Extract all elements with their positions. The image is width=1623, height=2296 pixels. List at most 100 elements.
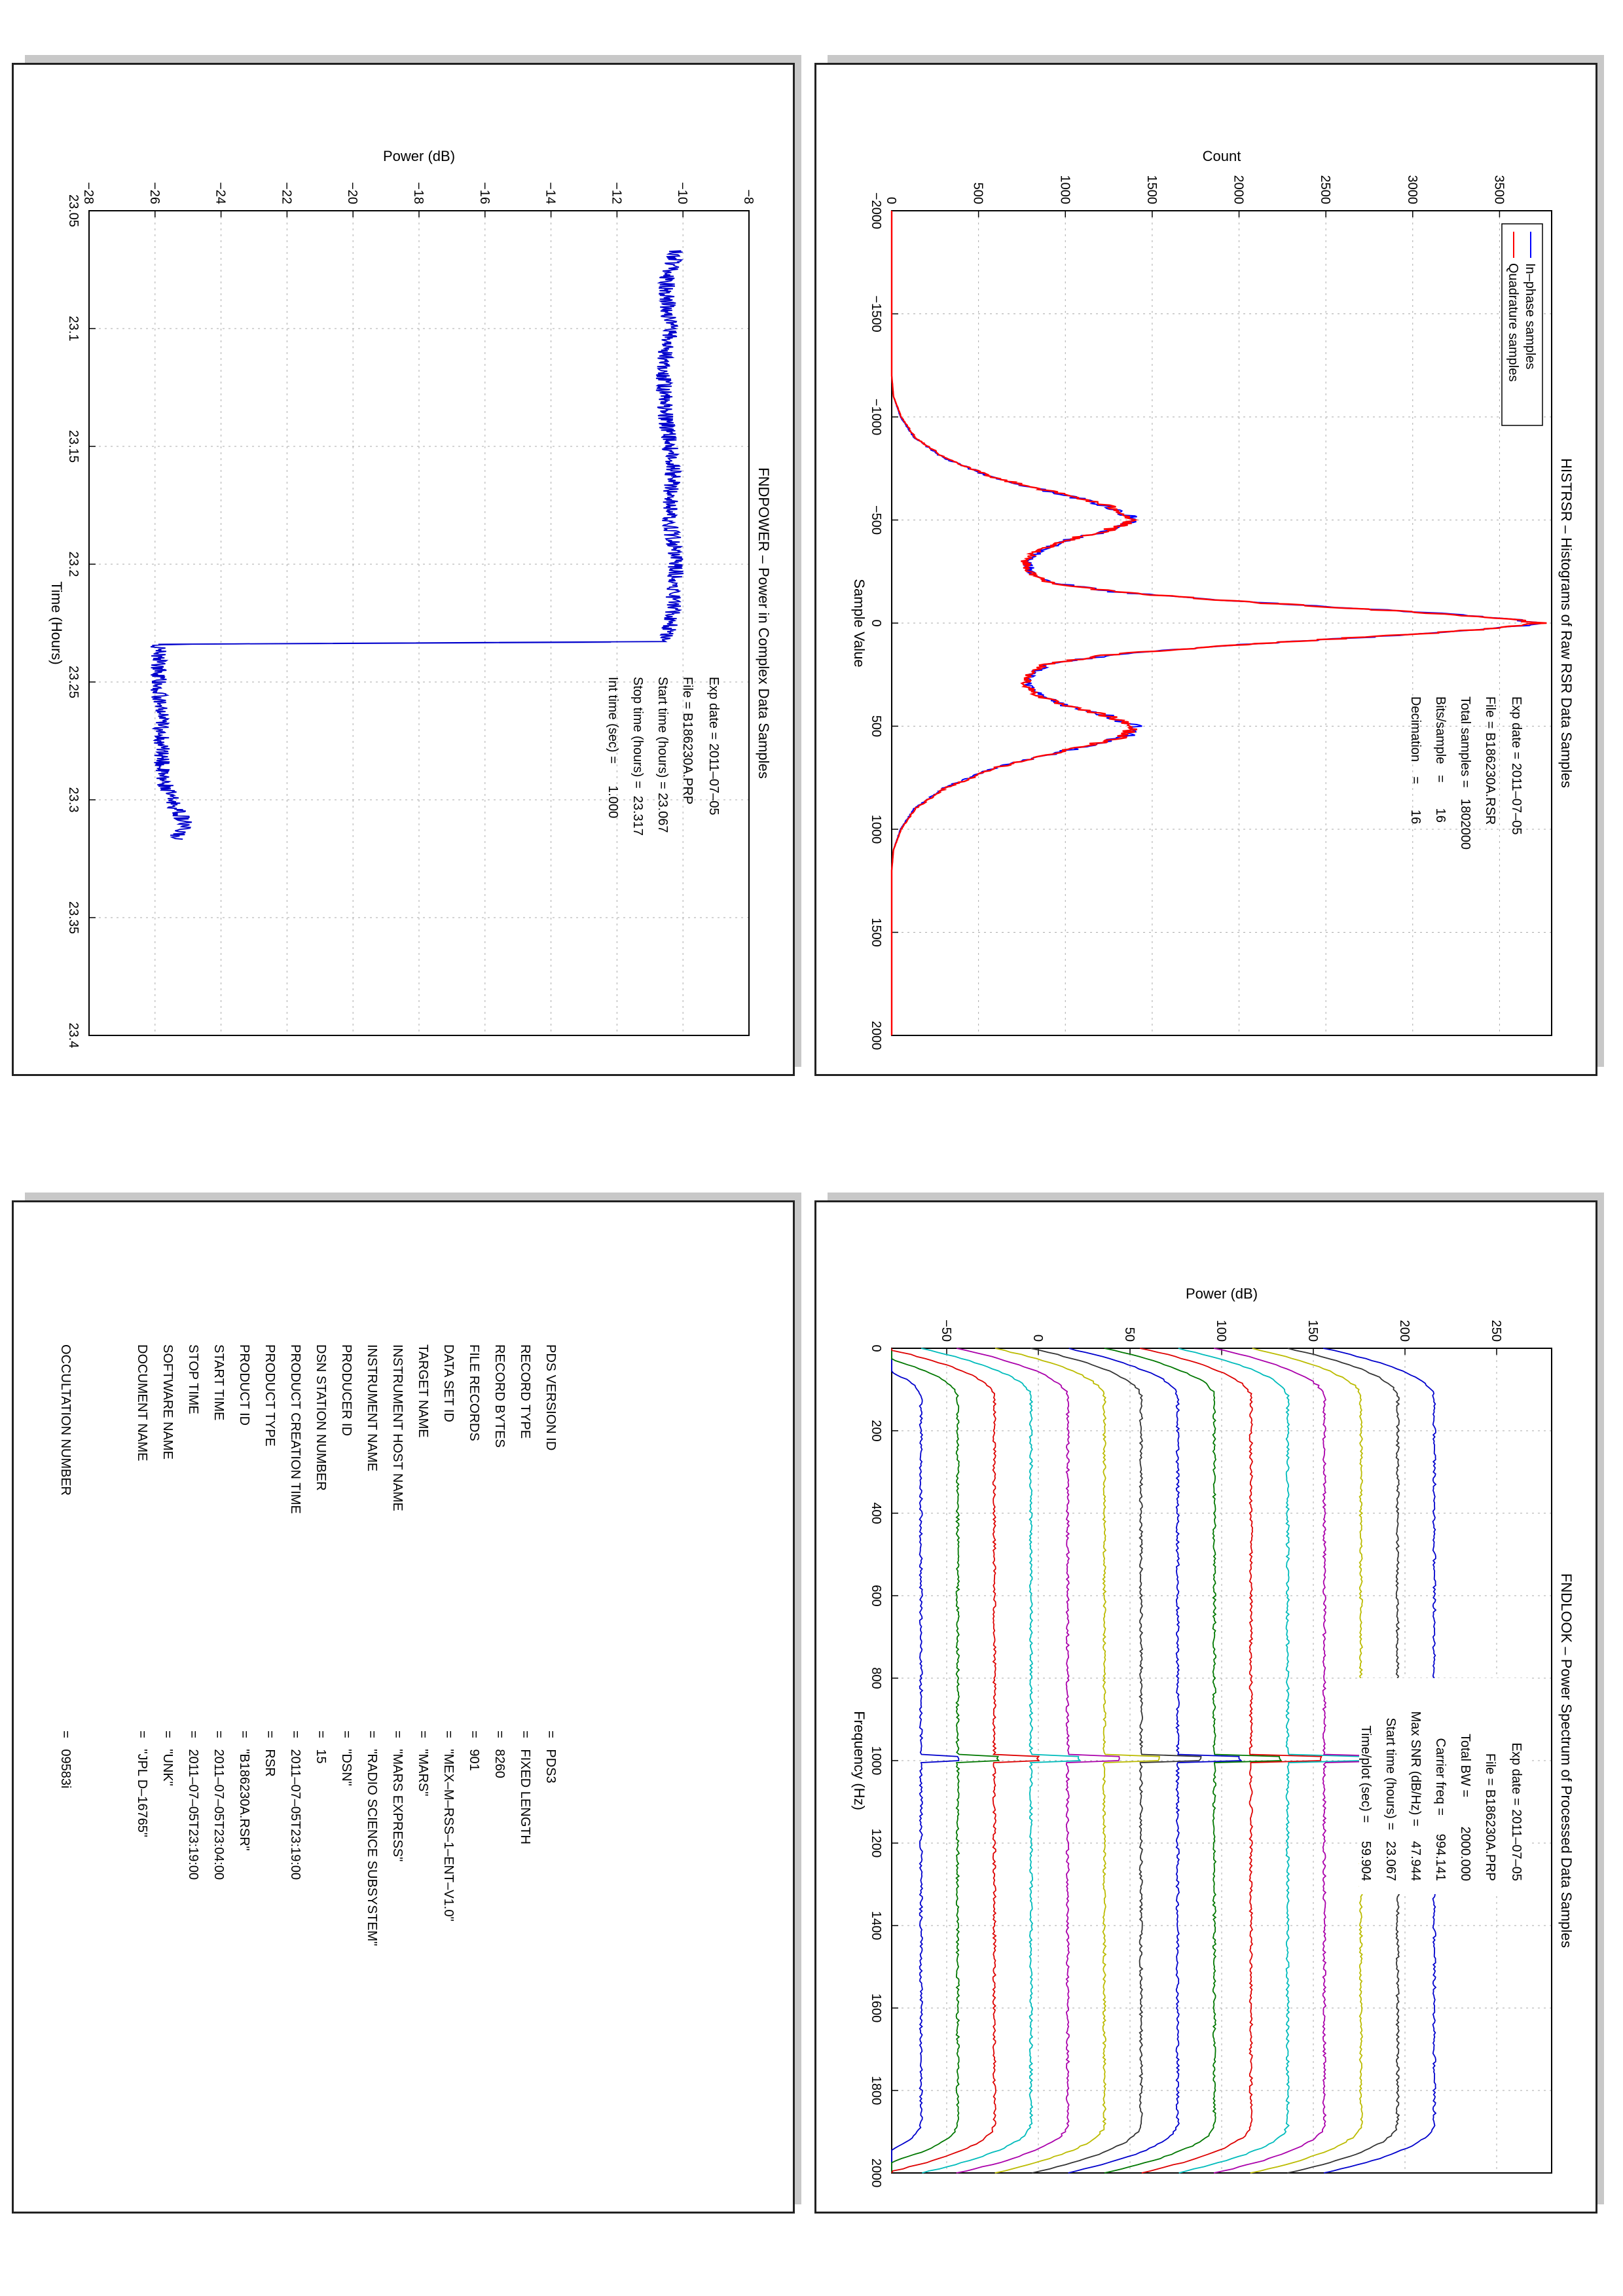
y-tick-label: 200 [1397, 1320, 1412, 1342]
metadata-value: = 2011–07–05T23:19:00 [186, 1731, 200, 1880]
info-line: Start time (hours) = 23.067 [655, 677, 670, 833]
metadata-value: = "UNK" [160, 1731, 175, 1786]
metadata-value: = FIXED LENGTH [518, 1731, 532, 1844]
metadata-panel: PDS VERSION ID = PDS3 RECORD TYPE = FIXED L… [12, 1193, 801, 2214]
histogram-chart: −2000 −1500 −1000 −500 0 500 1000 1500 2000 0 500 1… [851, 148, 1575, 1050]
spectrum-series-line [1068, 1348, 1243, 2174]
x-tick-label: 600 [869, 1585, 883, 1606]
x-tick-label: 1200 [869, 1829, 883, 1858]
spectrum-panel: 0 200 400 600 800 1000 1200 1400 1600 1800 2000 −50… [814, 1193, 1604, 2214]
metadata-value: = 8260 [492, 1731, 507, 1778]
x-tick-label: 1000 [869, 1746, 883, 1776]
y-tick-label: −14 [543, 182, 558, 204]
x-tick-label: 200 [869, 1420, 883, 1441]
power-series-line [150, 250, 684, 840]
spectrum-series-line [891, 1348, 1000, 2173]
y-tick-label: −22 [279, 182, 293, 204]
metadata-value: = "JPL D–16765" [135, 1731, 149, 1838]
spectrum-series-line [921, 1348, 1082, 2174]
y-tick-label: 1500 [1144, 175, 1159, 205]
metadata-key: PRODUCER ID [339, 1344, 354, 1437]
histogram-info: Exp date = 2011–07–05 File = B186230A.RS… [1408, 696, 1523, 850]
info-line: Stop time (hours) = 23.317 [630, 677, 645, 836]
y-tick-label: 150 [1305, 1320, 1320, 1342]
histogram-ylabel: Count [1203, 148, 1241, 164]
metadata-value: = "RADIO SCIENCE SUBSYSTEM" [365, 1731, 379, 1946]
y-tick-label: −12 [609, 182, 623, 204]
info-line: Carrier freq = 994.141 [1433, 1738, 1448, 1881]
power-panel: 23.05 23.1 23.15 23.2 23.25 23.3 23.35 23.4 −28 −… [12, 55, 801, 1076]
legend-inphase: In–phase samples [1523, 263, 1537, 369]
info-line: File = B186230A.PRP [680, 677, 695, 804]
y-tick-label: −8 [741, 189, 756, 204]
x-tick-label: −1000 [869, 399, 883, 435]
metadata-key: STOP TIME [186, 1344, 200, 1414]
metadata-key: PRODUCT CREATION TIME [288, 1344, 302, 1514]
x-tick-label: 2000 [869, 1021, 883, 1050]
metadata-key: PDS VERSION ID [543, 1344, 558, 1451]
spectrum-series-line [1030, 1348, 1202, 2174]
metadata-key: START TIME [211, 1344, 226, 1421]
x-tick-label: 23.3 [66, 787, 81, 813]
y-tick-label: −50 [939, 1319, 953, 1342]
y-tick-label: −26 [147, 182, 162, 204]
spectrum-series-line [956, 1348, 1120, 2174]
x-tick-label: 1500 [869, 918, 883, 947]
metadata-table: PDS VERSION ID = PDS3 RECORD TYPE = FIXED L… [12, 1200, 795, 2214]
y-tick-label: −20 [345, 182, 359, 204]
spectrum-series-line [1140, 1348, 1322, 2174]
spectrum-title: FNDLOOK – Power Spectrum of Processed Da… [1558, 1573, 1575, 1948]
x-tick-label: −500 [869, 505, 883, 535]
y-tick-label: −10 [675, 182, 689, 204]
spectrum-series-line [891, 1348, 1040, 2174]
histogram-title: HISTRSR – Histograms of Raw RSR Data Sam… [1558, 458, 1575, 788]
metadata-key: DOCUMENT NAME [135, 1344, 149, 1462]
y-tick-label: 1000 [1057, 175, 1072, 205]
info-line: File = B186230A.PRP [1483, 1753, 1497, 1881]
x-tick-label: 400 [869, 1502, 883, 1524]
x-tick-label: −2000 [869, 192, 883, 229]
metadata-key: INSTRUMENT NAME [365, 1344, 379, 1472]
histogram-xlabel: Sample Value [851, 579, 867, 667]
metadata-key: SOFTWARE NAME [160, 1344, 175, 1460]
spectrum-chart: 0200400600800100012001400160018002000−50… [851, 1285, 1575, 2187]
metadata-value: = "B186230A.RSR" [237, 1731, 251, 1851]
info-line: Exp date = 2011–07–05 [706, 677, 721, 815]
y-tick-label: 3500 [1491, 175, 1506, 205]
x-tick-label: 23.15 [66, 430, 81, 463]
histogram-legend: In–phase samples Quadrature samples [1501, 223, 1543, 426]
metadata-value: = 2011–07–05T23:19:00 [288, 1731, 302, 1880]
info-line: Exp date = 2011–07–05 [1509, 696, 1523, 834]
x-tick-label: −1500 [869, 295, 883, 332]
legend-quadrature: Quadrature samples [1506, 263, 1520, 382]
metadata-value: = 901 [467, 1731, 481, 1771]
metadata-value: = "DSN" [339, 1731, 354, 1786]
x-tick-label: 23.35 [66, 901, 81, 934]
metadata-value: = "MEX–M–RSS–1–ENT–V1.0" [441, 1731, 456, 1922]
metadata-value: = PDS3 [543, 1731, 558, 1784]
metadata-key: OCCULTATION NUMBER [58, 1344, 73, 1496]
x-tick-label: 0 [869, 619, 883, 626]
metadata-value: = "MARS" [416, 1731, 430, 1797]
spectrum-info: Exp date = 2011–07–05 File = B186230A.PR… [1359, 1678, 1529, 1894]
info-line: Decimation = 16 [1408, 696, 1423, 824]
x-tick-label: 23.05 [66, 194, 81, 227]
spectrum-xlabel: Frequency (Hz) [851, 1711, 867, 1810]
power-frame [12, 63, 795, 1076]
metadata-key: DSN STATION NUMBER [314, 1344, 328, 1491]
spectrum-series-line [891, 1348, 960, 2173]
y-tick-label: −28 [81, 182, 96, 204]
power-title: FNDPOWER – Power in Complex Data Samples [756, 467, 772, 779]
info-line: Time/plot (sec) = 59.904 [1359, 1725, 1373, 1881]
info-line: Start time (hours) = 23.067 [1383, 1717, 1398, 1881]
metadata-frame [12, 1200, 795, 2214]
info-line: File = B186230A.RSR [1483, 696, 1497, 825]
x-tick-label: 23.2 [66, 552, 81, 577]
metadata-value: = 2011–07–05T23:04:00 [211, 1731, 226, 1880]
x-tick-label: 23.25 [66, 666, 81, 698]
metadata-key: RECORD BYTES [492, 1344, 507, 1448]
x-tick-label: 1800 [869, 2076, 883, 2106]
metadata-value: = 09583i [58, 1731, 73, 1789]
y-tick-label: 500 [971, 183, 985, 204]
x-tick-label: 1600 [869, 1994, 883, 2023]
